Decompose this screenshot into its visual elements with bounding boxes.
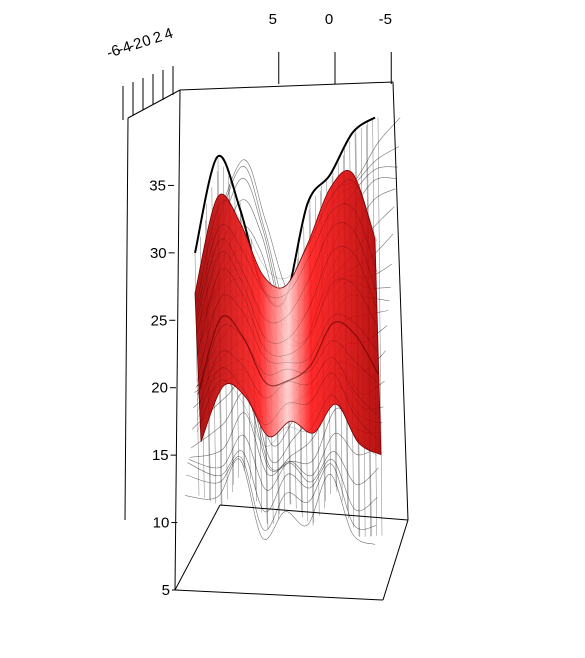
wireframe-overlay-line [196, 324, 378, 402]
y-tick-label: -6 [105, 42, 123, 62]
wireframe-overlay-line [196, 179, 378, 302]
wireframe-overlay-line [196, 222, 378, 324]
box-edge [174, 89, 181, 591]
x-tick-label: 0 [325, 11, 333, 28]
x-tick-label: 5 [269, 11, 277, 28]
box-edge [127, 89, 181, 119]
wireframe-line [189, 412, 380, 477]
wireframe-overlay-line [196, 203, 378, 312]
box-edge [392, 81, 409, 521]
red-surface-body [194, 169, 382, 456]
x-tick-label: -5 [379, 11, 392, 28]
z-tick-label: 30 [150, 245, 167, 262]
box-edge [219, 504, 409, 521]
wireframe-overlay-line [196, 379, 378, 457]
z-tick-label: 5 [162, 582, 170, 599]
red-surface [194, 169, 382, 457]
z-tick-label: 10 [153, 515, 170, 532]
red-surface-fold [197, 315, 379, 395]
y-tick-label: -4 [116, 38, 134, 58]
z-tick-label: 25 [151, 312, 168, 329]
wireframe-line [184, 458, 376, 545]
wireframe-overlay-line [196, 294, 378, 382]
wireframe-line [188, 434, 379, 491]
back-box-edges [127, 81, 409, 591]
wireframe-overlay-line [196, 268, 378, 357]
wireframe-column [377, 117, 383, 536]
box-edge [174, 589, 384, 601]
box-edge [174, 504, 221, 591]
box-edge [382, 519, 409, 601]
z-tick-label: 15 [152, 447, 169, 464]
z-tick-label: 35 [149, 177, 166, 194]
box-edge [124, 117, 129, 521]
axis-ticks [122, 52, 392, 591]
z-tick-label: 20 [151, 380, 168, 397]
wireframe-overlay-line [196, 350, 378, 415]
box-edge [179, 81, 394, 91]
y-tick-label: -2 [127, 35, 145, 55]
wireframe-overlay-line [196, 367, 378, 440]
front-box-edges [124, 117, 409, 601]
y-tick-label: 4 [162, 25, 175, 44]
